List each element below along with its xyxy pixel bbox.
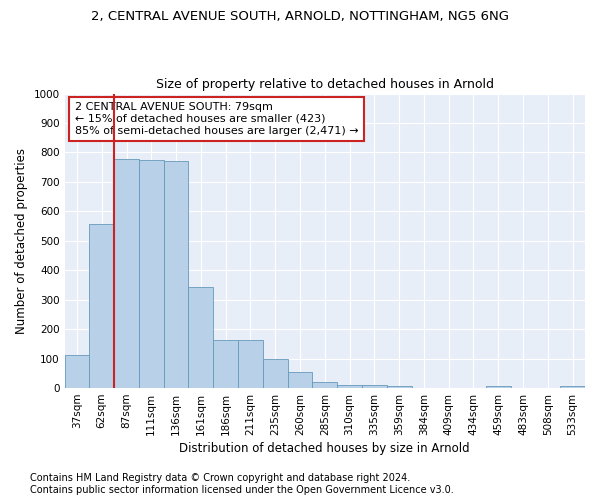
X-axis label: Distribution of detached houses by size in Arnold: Distribution of detached houses by size … — [179, 442, 470, 455]
Bar — [213, 340, 238, 388]
Text: 2, CENTRAL AVENUE SOUTH, ARNOLD, NOTTINGHAM, NG5 6NG: 2, CENTRAL AVENUE SOUTH, ARNOLD, NOTTING… — [91, 10, 509, 23]
Text: 2 CENTRAL AVENUE SOUTH: 79sqm
← 15% of detached houses are smaller (423)
85% of : 2 CENTRAL AVENUE SOUTH: 79sqm ← 15% of d… — [75, 102, 359, 136]
Bar — [114, 158, 139, 388]
Bar — [287, 372, 313, 388]
Bar — [263, 359, 287, 388]
Bar — [337, 384, 362, 388]
Bar — [238, 340, 263, 388]
Bar — [188, 287, 213, 388]
Bar — [65, 355, 89, 388]
Bar — [313, 382, 337, 388]
Bar — [89, 224, 114, 388]
Bar — [139, 160, 164, 388]
Title: Size of property relative to detached houses in Arnold: Size of property relative to detached ho… — [156, 78, 494, 91]
Text: Contains HM Land Registry data © Crown copyright and database right 2024.
Contai: Contains HM Land Registry data © Crown c… — [30, 474, 454, 495]
Bar — [486, 386, 511, 388]
Y-axis label: Number of detached properties: Number of detached properties — [15, 148, 28, 334]
Bar — [362, 384, 387, 388]
Bar — [560, 386, 585, 388]
Bar — [387, 386, 412, 388]
Bar — [164, 162, 188, 388]
